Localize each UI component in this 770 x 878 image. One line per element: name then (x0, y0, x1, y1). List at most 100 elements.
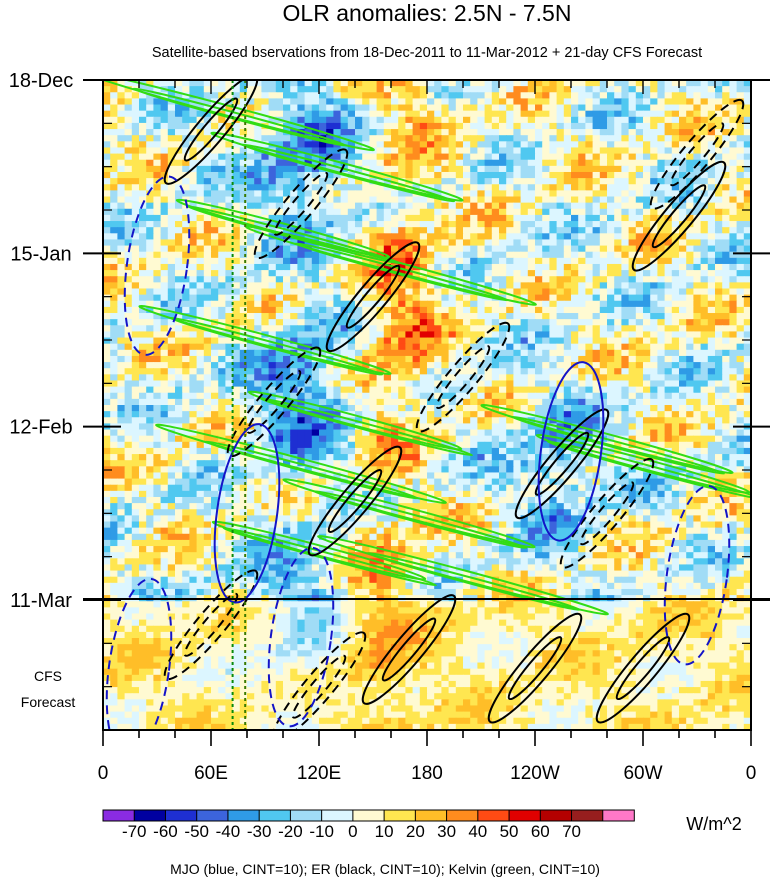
heatmap-cell (124, 386, 133, 394)
heatmap-cell (693, 288, 702, 296)
heatmap-cell (211, 141, 219, 149)
heatmap-cell (549, 282, 558, 290)
heatmap-cell (319, 221, 327, 228)
heatmap-cell (304, 153, 313, 161)
heatmap-cell (686, 98, 694, 106)
heatmap-cell (319, 116, 327, 124)
heatmap-cell (110, 208, 118, 216)
heatmap-cell (347, 98, 356, 106)
heatmap-cell (405, 141, 414, 149)
heatmap-cell (398, 141, 406, 149)
heatmap-cell (203, 411, 212, 418)
heatmap-cell (405, 153, 414, 161)
heatmap-cell (563, 184, 572, 191)
heatmap-cell (592, 104, 601, 112)
heatmap-cell (369, 343, 378, 351)
heatmap-cell (239, 288, 248, 296)
heatmap-cell (463, 257, 471, 265)
heatmap-cell (333, 98, 342, 106)
heatmap-cell (117, 147, 126, 155)
heatmap-cell (103, 245, 111, 253)
heatmap-cell (412, 355, 421, 363)
heatmap-cell (607, 245, 615, 253)
heatmap-cell (175, 214, 183, 222)
heatmap-cell (182, 355, 190, 363)
heatmap-cell (311, 386, 320, 394)
heatmap-cell (427, 270, 435, 277)
heatmap-cell (376, 319, 385, 326)
heatmap-cell (484, 214, 493, 222)
heatmap-cell (527, 288, 536, 296)
heatmap-cell (686, 374, 694, 382)
heatmap-cell (182, 80, 190, 87)
heatmap-cell (700, 349, 709, 357)
heatmap-cell (290, 165, 298, 173)
heatmap-cell (427, 411, 435, 418)
heatmap-cell (700, 245, 709, 253)
heatmap-cell (463, 147, 471, 155)
heatmap-cell (362, 405, 370, 412)
heatmap-cell (355, 239, 363, 247)
heatmap-cell (657, 190, 666, 198)
heatmap-cell (239, 239, 248, 247)
heatmap-cell (463, 171, 471, 179)
heatmap-cell (347, 190, 356, 198)
heatmap-cell (657, 263, 666, 271)
heatmap-cell (736, 405, 745, 412)
heatmap-cell (347, 129, 356, 136)
heatmap-cell (643, 405, 651, 412)
heatmap-cell (333, 300, 342, 308)
heatmap-cell (722, 165, 730, 173)
heatmap-cell (239, 313, 248, 320)
heatmap-cell (383, 239, 392, 247)
heatmap-cell (715, 233, 723, 241)
heatmap-cell (362, 411, 370, 418)
heatmap-cell (542, 92, 550, 99)
heatmap-cell (261, 319, 270, 326)
heatmap-cell (499, 245, 507, 253)
heatmap-cell (664, 98, 673, 106)
heatmap-cell (268, 325, 277, 333)
heatmap-cell (175, 184, 183, 191)
heatmap-cell (664, 116, 673, 124)
heatmap-cell (535, 147, 543, 155)
heatmap-cell (427, 405, 435, 412)
heatmap-cell (347, 398, 356, 406)
heatmap-cell (369, 116, 378, 124)
heatmap-cell (571, 380, 579, 388)
heatmap-cell (657, 92, 666, 99)
heatmap-cell (491, 214, 500, 222)
heatmap-cell (635, 98, 644, 106)
heatmap-cell (470, 362, 478, 369)
heatmap-cell (463, 331, 471, 339)
heatmap-cell (427, 263, 435, 271)
heatmap-cell (196, 331, 205, 339)
heatmap-cell (679, 233, 687, 241)
heatmap-cell (585, 171, 594, 179)
heatmap-cell (506, 343, 514, 351)
heatmap-cell (513, 282, 522, 290)
heatmap-cell (139, 362, 147, 369)
heatmap-cell (405, 398, 414, 406)
heatmap-cell (455, 214, 464, 222)
heatmap-cell (405, 251, 414, 259)
heatmap-cell (261, 349, 270, 357)
heatmap-cell (520, 257, 529, 265)
heatmap-cell (434, 227, 442, 234)
heatmap-cell (347, 233, 356, 241)
heatmap-cell (563, 411, 572, 418)
heatmap-cell (290, 313, 298, 320)
heatmap-cell (261, 270, 270, 277)
heatmap-cell (304, 313, 313, 320)
heatmap-cell (607, 141, 615, 149)
heatmap-cell (398, 135, 406, 142)
heatmap-cell (131, 98, 140, 106)
heatmap-cell (247, 251, 255, 259)
heatmap-cell (254, 135, 262, 142)
heatmap-cell (247, 239, 255, 247)
heatmap-cell (261, 300, 270, 308)
heatmap-cell (679, 98, 687, 106)
heatmap-cell (477, 392, 486, 400)
heatmap-cell (412, 417, 421, 424)
heatmap-cell (283, 245, 291, 253)
